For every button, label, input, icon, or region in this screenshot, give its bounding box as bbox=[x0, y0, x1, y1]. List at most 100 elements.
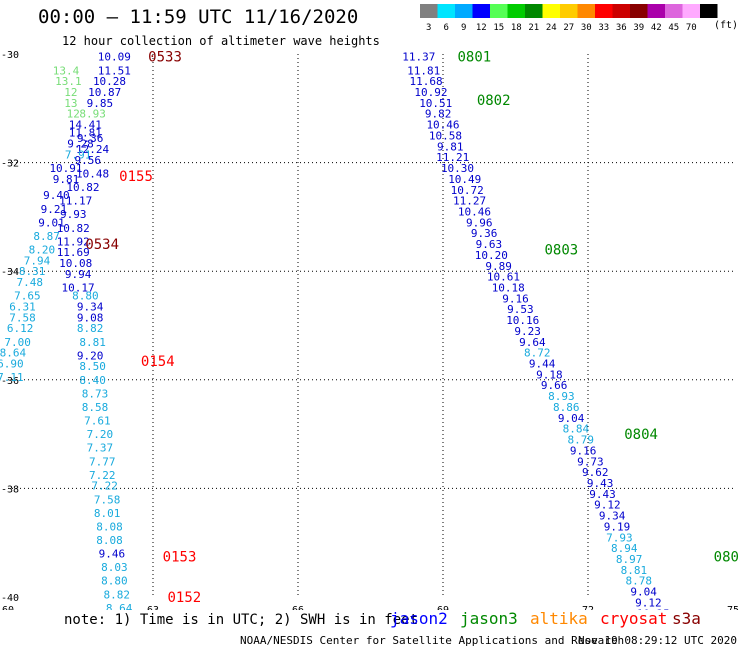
legend-swatch bbox=[612, 4, 630, 18]
wave-height-value: 7.91 bbox=[65, 148, 92, 161]
pass-time-label: 0804 bbox=[624, 427, 658, 443]
legend-label: 21 bbox=[528, 23, 539, 33]
wave-height-value: 8.03 bbox=[101, 561, 128, 574]
legend-swatch bbox=[647, 4, 665, 18]
wave-height-value: 7.11 bbox=[0, 371, 24, 384]
wave-height-value: 8.81 bbox=[621, 564, 648, 577]
legend-label: 24 bbox=[546, 23, 557, 33]
wave-height-value: 8.82 bbox=[77, 322, 104, 335]
y-tick-label: -38 bbox=[1, 484, 19, 495]
legend-label: 12 bbox=[476, 23, 487, 33]
wave-height-value: 10.25 bbox=[637, 607, 670, 610]
wave-height-value: 7.22 bbox=[89, 469, 116, 482]
wave-height-value: 9.89 bbox=[485, 260, 512, 273]
wave-height-value: 8.86 bbox=[553, 401, 580, 414]
footer-credit: NOAA/NESDIS Center for Satellite Applica… bbox=[240, 634, 625, 647]
wave-height-value: 9.44 bbox=[529, 358, 556, 371]
wave-height-value: 9.12 bbox=[594, 499, 621, 512]
wave-height-value: 8.31 bbox=[19, 265, 46, 278]
wave-height-value: 7.00 bbox=[4, 336, 31, 349]
legend-label: 45 bbox=[668, 23, 679, 33]
wave-height-value: 9.01 bbox=[38, 216, 65, 229]
legend-label: 39 bbox=[633, 23, 644, 33]
wave-height-value: 8.80 bbox=[101, 575, 128, 588]
wave-height-value: 9.64 bbox=[519, 336, 546, 349]
mission-jason3: jason3 bbox=[460, 609, 518, 628]
pass-time-label: 0533 bbox=[148, 50, 182, 66]
wave-height-value: 11.81 bbox=[407, 64, 440, 77]
wave-height-value: 9.20 bbox=[77, 349, 104, 362]
wave-height-value: 11.92 bbox=[57, 235, 90, 248]
y-tick-label: -40 bbox=[1, 593, 19, 604]
wave-height-value: 10.49 bbox=[448, 173, 481, 186]
legend-swatch bbox=[577, 4, 595, 18]
legend-swatch bbox=[595, 4, 613, 18]
wave-height-value: 8.82 bbox=[104, 588, 131, 601]
legend-label: 15 bbox=[493, 23, 504, 33]
y-tick-label: -34 bbox=[1, 267, 19, 278]
wave-height-value: 13.4 bbox=[53, 64, 80, 77]
legend-swatch bbox=[525, 4, 543, 18]
wave-height-value: 10.17 bbox=[62, 281, 95, 294]
wave-height-value: 9.23 bbox=[514, 325, 541, 338]
x-tick-label: 72 bbox=[582, 605, 594, 610]
x-tick-label: 75 bbox=[727, 605, 739, 610]
wave-height-value: 9.62 bbox=[582, 466, 609, 479]
wave-height-value: 10.61 bbox=[487, 271, 520, 284]
wave-height-value: 11.68 bbox=[410, 75, 443, 88]
wave-height-value: 11.27 bbox=[453, 195, 486, 208]
wave-height-value: 11.51 bbox=[98, 64, 131, 77]
pass-time-label: 0154 bbox=[141, 354, 175, 370]
wave-height-value: 7.65 bbox=[14, 290, 41, 303]
y-tick-label: -36 bbox=[1, 376, 19, 387]
wave-height-value: 7.48 bbox=[17, 276, 44, 289]
x-tick-label: 66 bbox=[292, 605, 304, 610]
wave-height-value: 10.48 bbox=[76, 167, 109, 180]
wave-height-value: 9.16 bbox=[502, 292, 529, 305]
wave-height-value: 8.08 bbox=[96, 534, 123, 547]
plot-area: 606366697275-30-32-34-36-38-4010.0913.41… bbox=[0, 50, 740, 610]
wave-height-value: 10.09 bbox=[98, 51, 131, 64]
wave-height-value: 7.37 bbox=[87, 442, 114, 455]
legend-label: 6 bbox=[444, 23, 449, 33]
pass-time-label: 0153 bbox=[163, 549, 197, 565]
wave-height-value: 8.94 bbox=[611, 542, 638, 555]
footer-datestamp: Nov 19 08:29:12 UTC 2020 bbox=[578, 634, 737, 647]
wave-height-value: 8.93 bbox=[79, 108, 106, 121]
y-tick-label: -30 bbox=[1, 50, 19, 61]
legend-swatch bbox=[490, 4, 508, 18]
legend-label: 9 bbox=[461, 23, 466, 33]
wave-height-value: 10.46 bbox=[426, 119, 459, 132]
wave-height-value: 11.21 bbox=[436, 151, 469, 164]
legend-label: 42 bbox=[651, 23, 662, 33]
wave-height-value: 6.12 bbox=[7, 322, 34, 335]
wave-height-value: 8.93 bbox=[548, 390, 575, 403]
wave-height-value: 6.31 bbox=[9, 300, 36, 313]
wave-height-value: 9.04 bbox=[630, 586, 657, 599]
wave-height-value: 10.51 bbox=[419, 97, 452, 110]
wave-height-value: 8.73 bbox=[82, 387, 109, 400]
wave-height-value: 10.92 bbox=[414, 86, 447, 99]
wave-height-value: 9.12 bbox=[635, 596, 662, 609]
wave-height-value: 9.34 bbox=[599, 510, 626, 523]
legend-label: 70 bbox=[686, 23, 697, 33]
x-tick-label: 69 bbox=[437, 605, 449, 610]
wave-height-value: 9.82 bbox=[425, 108, 452, 121]
wave-height-value: 9.85 bbox=[87, 97, 114, 110]
wave-height-value: 8.20 bbox=[29, 243, 56, 256]
wave-height-value: 8.97 bbox=[616, 553, 643, 566]
wave-height-value: 10.82 bbox=[66, 181, 99, 194]
wave-height-value: 9.96 bbox=[466, 216, 493, 229]
wave-height-value: 8.08 bbox=[96, 520, 123, 533]
wave-height-value: 8.80 bbox=[72, 290, 99, 303]
wave-height-value: 9.18 bbox=[536, 368, 563, 381]
wave-height-value: 9.81 bbox=[53, 173, 80, 186]
legend-unit: (ft) bbox=[714, 20, 739, 31]
chart-subtitle: 12 hour collection of altimeter wave hei… bbox=[62, 34, 380, 48]
wave-height-value: 10.87 bbox=[88, 86, 121, 99]
wave-height-value: 7.93 bbox=[606, 531, 633, 544]
wave-height-value: 11.81 bbox=[69, 127, 102, 140]
wave-height-value: 9.36 bbox=[77, 132, 104, 145]
wave-height-value: 9.21 bbox=[41, 203, 68, 216]
